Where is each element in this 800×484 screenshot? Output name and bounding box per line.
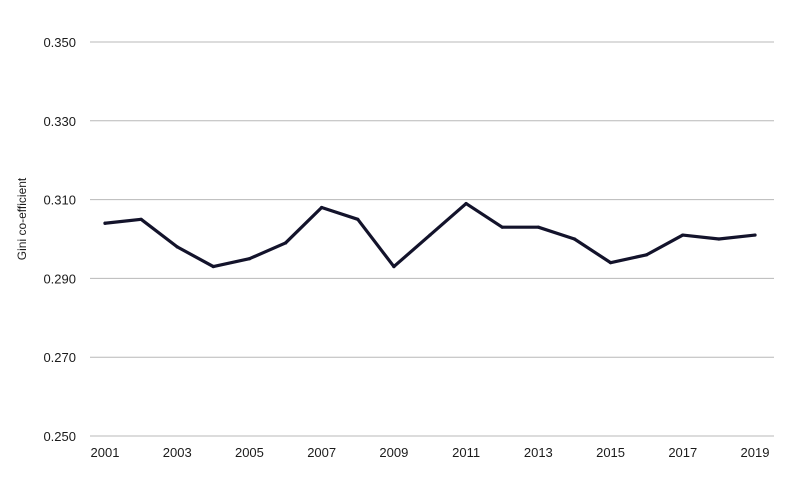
x-tick-label-4: 2009: [379, 445, 408, 460]
y-tick-label-1: 0.270: [43, 350, 76, 365]
data-point-2016: [645, 253, 649, 257]
data-point-2015: [608, 261, 613, 265]
y-tick-label-5: 0.350: [43, 35, 76, 50]
data-point-2002: [139, 217, 143, 221]
gridlines: [90, 41, 774, 437]
y-axis-title: Gini co-efficient: [15, 177, 29, 260]
data-point-2009: [392, 264, 396, 269]
x-tick-label-3: 2007: [307, 445, 336, 460]
data-point-2003: [175, 245, 179, 249]
data-point-2014: [572, 237, 577, 241]
y-tick-label-3: 0.310: [43, 193, 76, 208]
data-point-2011: [464, 201, 468, 206]
x-tick-label-5: 2011: [452, 445, 480, 460]
y-axis-ticks: 0.250 0.270 0.290 0.310 0.330 0.350: [43, 35, 76, 444]
x-tick-label-6: 2013: [524, 445, 553, 460]
data-point-2001: [103, 221, 107, 225]
data-point-2019: [753, 233, 757, 237]
data-point-2013: [536, 225, 540, 229]
x-tick-label-1: 2003: [163, 445, 192, 460]
series-layer: [103, 201, 757, 269]
y-tick-label-0: 0.250: [43, 429, 76, 444]
data-point-2010: [428, 233, 432, 237]
data-point-2012: [500, 225, 504, 229]
x-axis-ticks: 2001 2003 2005 2007 2009 2011 2013 2015 2017 2019: [91, 445, 770, 460]
data-point-2018: [717, 237, 721, 241]
y-tick-label-4: 0.330: [43, 114, 76, 129]
y-tick-label-2: 0.290: [43, 271, 76, 286]
x-tick-label-2: 2005: [235, 445, 264, 460]
data-point-2005: [247, 257, 252, 261]
data-point-2007: [320, 205, 324, 210]
x-tick-label-8: 2017: [668, 445, 697, 460]
data-point-2008: [356, 217, 360, 221]
x-tick-label-9: 2019: [741, 445, 770, 460]
x-tick-label-0: 2001: [91, 445, 120, 460]
data-point-2006: [283, 241, 288, 245]
data-point-2004: [211, 264, 215, 269]
data-point-2017: [681, 233, 685, 237]
x-tick-label-7: 2015: [596, 445, 625, 460]
